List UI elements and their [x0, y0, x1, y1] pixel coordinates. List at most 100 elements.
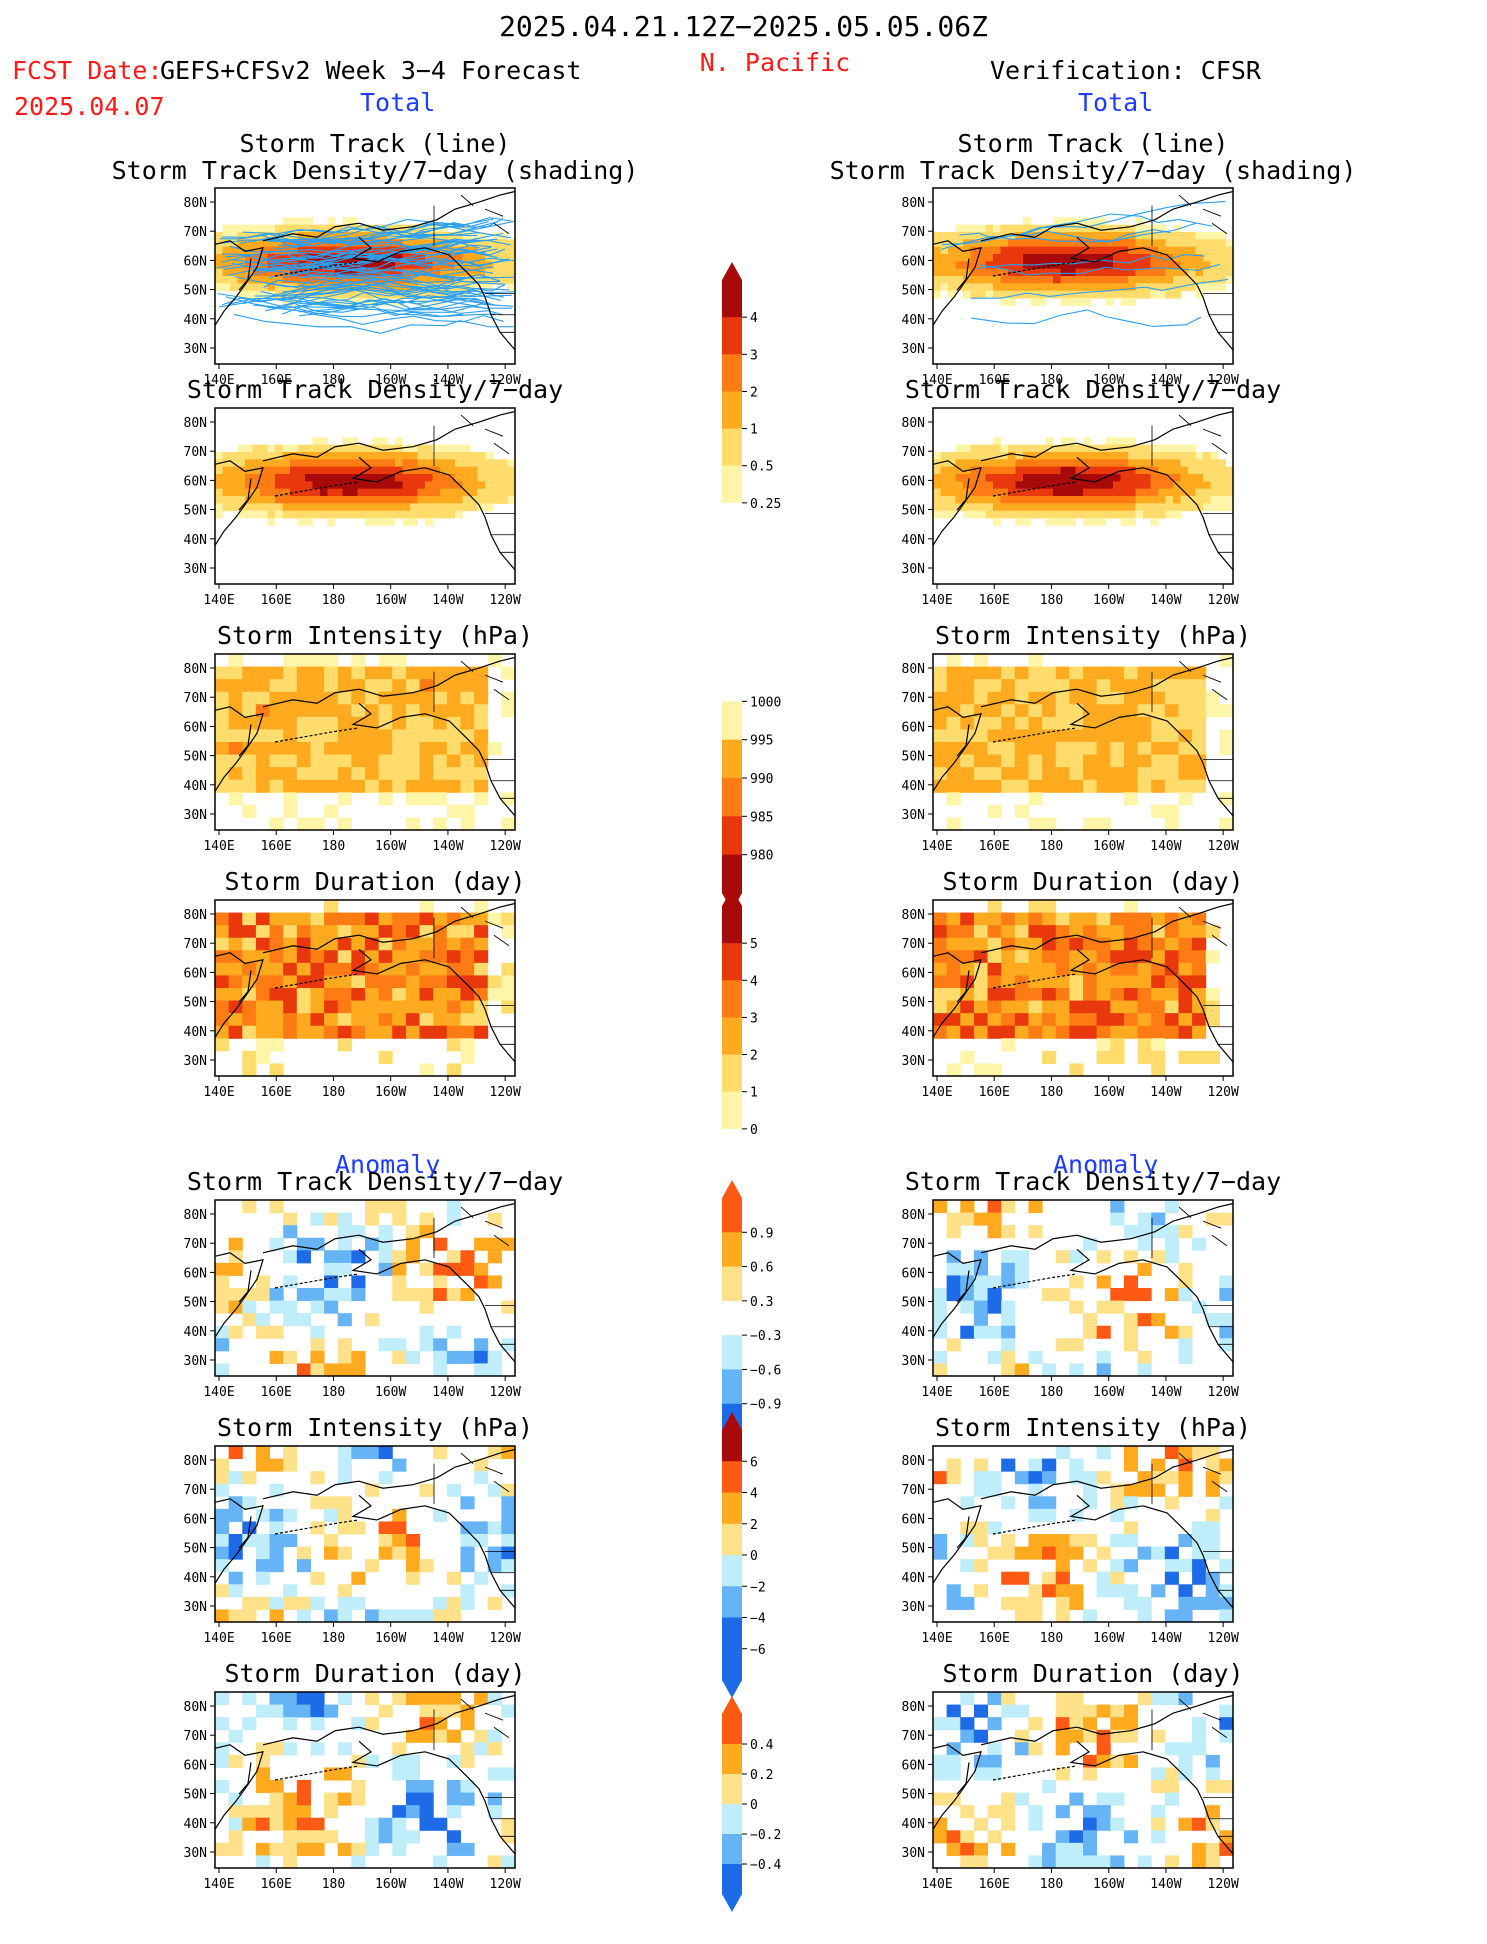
shade-cell	[1045, 232, 1054, 240]
anomaly-cell	[1137, 1237, 1152, 1251]
shade-cell	[970, 276, 979, 284]
anomaly-cell	[269, 1300, 284, 1314]
shade-cell	[507, 246, 516, 255]
anomaly-cell	[1055, 1534, 1070, 1548]
shade-cell	[1030, 444, 1039, 453]
anomaly-cell	[501, 1300, 516, 1314]
anomaly-cell	[501, 1508, 516, 1522]
shade-cell	[310, 912, 325, 926]
shade-cell	[342, 503, 351, 512]
anomaly-cell	[933, 1767, 948, 1781]
plot-frame	[932, 407, 1234, 585]
shade-cell	[1045, 518, 1054, 526]
shade-cell	[1042, 742, 1057, 756]
shade-cell	[1098, 261, 1106, 270]
shade-cell	[960, 767, 975, 781]
anomaly-cell	[433, 1692, 448, 1706]
anomaly-cell	[474, 1275, 489, 1289]
lat-tick-label: 30N	[902, 1354, 925, 1369]
shade-cell	[310, 1013, 325, 1027]
shade-cell	[1150, 268, 1159, 277]
anomaly-cell	[1205, 1546, 1220, 1560]
shade-cell	[1192, 779, 1207, 793]
shade-cell	[1120, 268, 1129, 277]
anomaly-cell	[933, 1300, 948, 1314]
shade-cell	[973, 1013, 989, 1027]
shade-cell	[474, 679, 489, 693]
shade-cell	[1188, 481, 1196, 490]
shade-cell	[230, 224, 238, 233]
shade-cell	[242, 950, 257, 964]
shade-cell	[447, 481, 456, 490]
anomaly-cell	[960, 1805, 975, 1819]
anomaly-cell	[946, 1212, 961, 1226]
shade-cell	[252, 276, 261, 284]
shade-cell	[252, 283, 261, 292]
shade-cell	[1038, 239, 1046, 248]
shade-cell	[1015, 518, 1024, 526]
shade-cell	[405, 779, 421, 793]
shade-cell	[933, 666, 948, 680]
shade-cell	[1069, 729, 1084, 743]
lat-tick-label: 40N	[902, 1025, 925, 1040]
shade-cell	[1038, 232, 1046, 240]
shade-cell	[282, 466, 291, 475]
anomaly-cell	[215, 1546, 230, 1560]
shade-cell	[1096, 937, 1111, 951]
anomaly-cell	[1219, 1584, 1234, 1598]
shade-cell	[1123, 742, 1139, 756]
shade-cell	[342, 466, 351, 475]
shade-cell	[1045, 466, 1054, 475]
anomaly-cell	[419, 1717, 434, 1731]
shade-cell	[1195, 239, 1204, 248]
shade-cell	[1028, 704, 1043, 718]
shade-cell	[1218, 481, 1226, 490]
shade-cell	[955, 496, 964, 504]
shade-cell	[310, 779, 325, 793]
shade-cell	[296, 691, 311, 705]
shade-cell	[1068, 224, 1076, 233]
lat-tick-label: 30N	[902, 1846, 925, 1861]
anomaly-cell	[1192, 1546, 1207, 1560]
anomaly-cell	[255, 1446, 271, 1460]
lon-tick-label: 160W	[1093, 593, 1124, 608]
coastline	[214, 1202, 516, 1363]
shade-cell	[985, 246, 994, 255]
shade-cell	[940, 466, 949, 475]
shade-cell	[290, 452, 298, 460]
shade-cell	[955, 481, 964, 490]
lon-tick-label: 140E	[921, 839, 952, 854]
shade-cell	[275, 283, 283, 292]
shade-cell	[447, 232, 456, 240]
shade-cell	[940, 510, 949, 519]
shade-cell	[312, 488, 321, 497]
map-plot: 140E 160E 180 160W 140W 120W80N70N60N50N40N30…	[184, 1691, 521, 1892]
shade-cell	[474, 1025, 489, 1039]
shade-cell	[228, 666, 243, 680]
anomaly-cell	[1001, 1363, 1016, 1377]
anomaly-cell	[1096, 1729, 1111, 1743]
shade-cell	[1143, 254, 1151, 262]
shade-cell	[933, 937, 948, 951]
anomaly-cell	[283, 1830, 298, 1844]
shade-cell	[1150, 452, 1159, 460]
anomaly-cell	[365, 1483, 380, 1497]
shade-cell	[1083, 261, 1091, 270]
shade-cell	[507, 488, 516, 497]
shade-cell	[1158, 459, 1166, 468]
anomaly-cell	[255, 1571, 271, 1585]
shade-cell	[946, 742, 961, 756]
shade-cell	[402, 452, 411, 460]
shade-cell	[1158, 268, 1166, 277]
lon-tick-label: 180	[1040, 1877, 1063, 1892]
anomaly-cell	[351, 1717, 366, 1731]
shade-cell	[978, 283, 986, 292]
shade-cell	[372, 466, 381, 475]
shade-cell	[237, 466, 246, 475]
anomaly-cell	[310, 1842, 325, 1856]
anomaly-cell	[1123, 1313, 1139, 1327]
anomaly-cell	[933, 1350, 948, 1364]
shade-cell	[1105, 232, 1114, 240]
anomaly-cell	[337, 1609, 352, 1623]
shade-cell	[1173, 503, 1181, 512]
